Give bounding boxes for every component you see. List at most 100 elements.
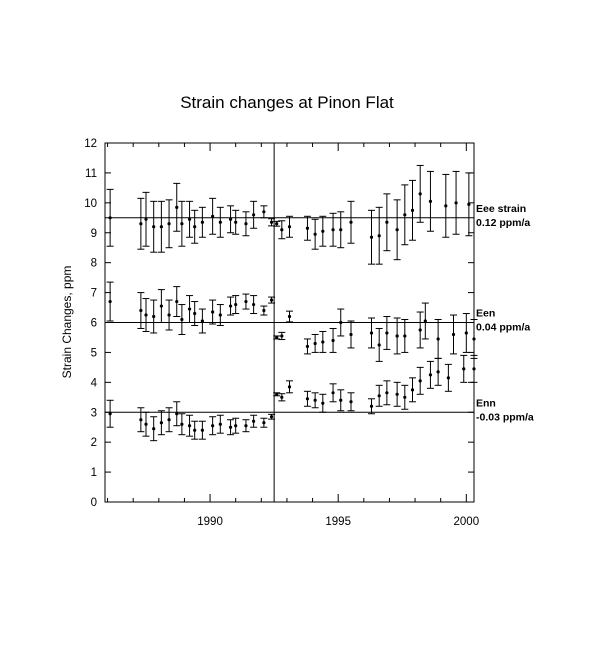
data-point-enn xyxy=(187,424,192,428)
data-point-een xyxy=(313,341,317,346)
data-point-eee xyxy=(313,232,317,236)
y-tick-label: 3 xyxy=(91,407,97,419)
data-point-eee xyxy=(428,199,433,203)
data-point-eee xyxy=(108,216,112,220)
data-point-een xyxy=(395,334,399,338)
annotation-rate-eee: 0.12 ppm/a xyxy=(476,217,530,229)
data-point-enn xyxy=(349,400,353,404)
data-point-eee xyxy=(193,225,197,229)
data-point-eee xyxy=(385,220,389,224)
data-point-eee xyxy=(228,217,233,221)
data-point-enn xyxy=(167,418,171,422)
y-tick-label: 5 xyxy=(91,347,97,359)
annotation-name-enn: Enn xyxy=(476,397,496,409)
y-tick-label: 0 xyxy=(91,497,97,509)
data-point-enn xyxy=(193,428,197,432)
x-tick-label: 1990 xyxy=(197,516,223,528)
data-point-enn xyxy=(436,370,440,374)
data-point-eee xyxy=(211,214,215,218)
data-point-een xyxy=(369,331,374,335)
data-point-enn xyxy=(280,395,284,399)
data-point-enn xyxy=(313,398,317,402)
data-point-een xyxy=(321,340,325,344)
data-point-enn xyxy=(262,421,266,425)
data-point-eee xyxy=(444,204,448,208)
data-point-eee xyxy=(467,202,471,206)
y-tick-label: 8 xyxy=(91,258,97,270)
y-tick-label: 12 xyxy=(84,138,97,150)
data-point-een xyxy=(262,308,266,313)
data-point-eee xyxy=(180,222,184,226)
y-tick-label: 11 xyxy=(85,168,97,180)
data-point-enn xyxy=(305,397,310,401)
data-point-een xyxy=(252,302,256,307)
data-point-een xyxy=(451,332,456,337)
data-point-enn xyxy=(144,422,148,426)
data-point-een xyxy=(349,332,353,337)
data-point-enn xyxy=(159,421,163,425)
data-point-eee xyxy=(252,213,256,217)
data-point-een xyxy=(418,328,422,332)
data-point-enn xyxy=(410,388,415,392)
annotation-rate-enn: -0.03 ppm/a xyxy=(476,411,534,423)
data-point-eee xyxy=(175,205,179,209)
data-point-een xyxy=(175,299,179,304)
data-point-eee xyxy=(269,220,274,224)
data-point-eee xyxy=(144,217,148,221)
data-point-eee xyxy=(262,210,266,214)
data-point-enn xyxy=(275,392,279,396)
data-point-eee xyxy=(339,228,343,232)
data-point-eee xyxy=(275,222,279,226)
data-point-een xyxy=(423,319,427,323)
data-point-eee xyxy=(139,222,143,226)
data-point-enn xyxy=(428,373,433,377)
data-point-een xyxy=(211,310,215,314)
data-point-eee xyxy=(331,228,335,232)
data-point-eee xyxy=(321,229,325,233)
data-point-een xyxy=(218,313,222,317)
data-point-een xyxy=(305,344,310,349)
data-point-eee xyxy=(403,213,407,217)
data-point-enn xyxy=(269,415,274,419)
data-point-een xyxy=(187,307,192,311)
data-point-een xyxy=(180,317,184,322)
data-point-eee xyxy=(159,225,163,229)
data-point-enn xyxy=(395,392,399,396)
annotation-rate-een: 0.04 ppm/a xyxy=(476,322,530,334)
data-point-een xyxy=(472,337,476,341)
data-point-enn xyxy=(462,367,466,371)
data-point-eee xyxy=(349,220,353,224)
data-point-een xyxy=(152,314,156,319)
x-tick-label: 1995 xyxy=(325,516,351,528)
annotation-name-een: Een xyxy=(476,308,495,320)
data-point-enn xyxy=(180,422,184,426)
data-point-enn xyxy=(218,422,222,426)
data-point-eee xyxy=(187,217,192,221)
data-point-eee xyxy=(454,201,458,205)
y-tick-label: 2 xyxy=(91,437,97,449)
annotation-name-eee: Eee strain xyxy=(476,203,526,215)
y-tick-label: 10 xyxy=(84,198,97,210)
data-point-eee xyxy=(305,226,310,230)
data-point-eee xyxy=(395,228,399,232)
data-point-enn xyxy=(377,394,381,398)
data-point-enn xyxy=(287,385,292,389)
x-tick-label: 2000 xyxy=(454,516,480,528)
data-point-een xyxy=(108,299,112,304)
data-point-eee xyxy=(152,225,156,229)
data-point-een xyxy=(167,313,171,317)
data-point-een xyxy=(244,299,248,304)
data-point-een xyxy=(403,334,407,338)
data-point-een xyxy=(200,319,204,323)
data-point-eee xyxy=(410,208,415,212)
data-point-eee xyxy=(167,222,171,226)
data-point-eee xyxy=(287,225,292,229)
data-point-enn xyxy=(369,404,374,408)
data-point-eee xyxy=(244,222,248,226)
data-point-eee xyxy=(200,220,204,224)
data-point-een xyxy=(139,308,143,313)
y-axis-label: Strain Changes, ppm xyxy=(60,266,74,379)
data-point-enn xyxy=(252,419,256,423)
